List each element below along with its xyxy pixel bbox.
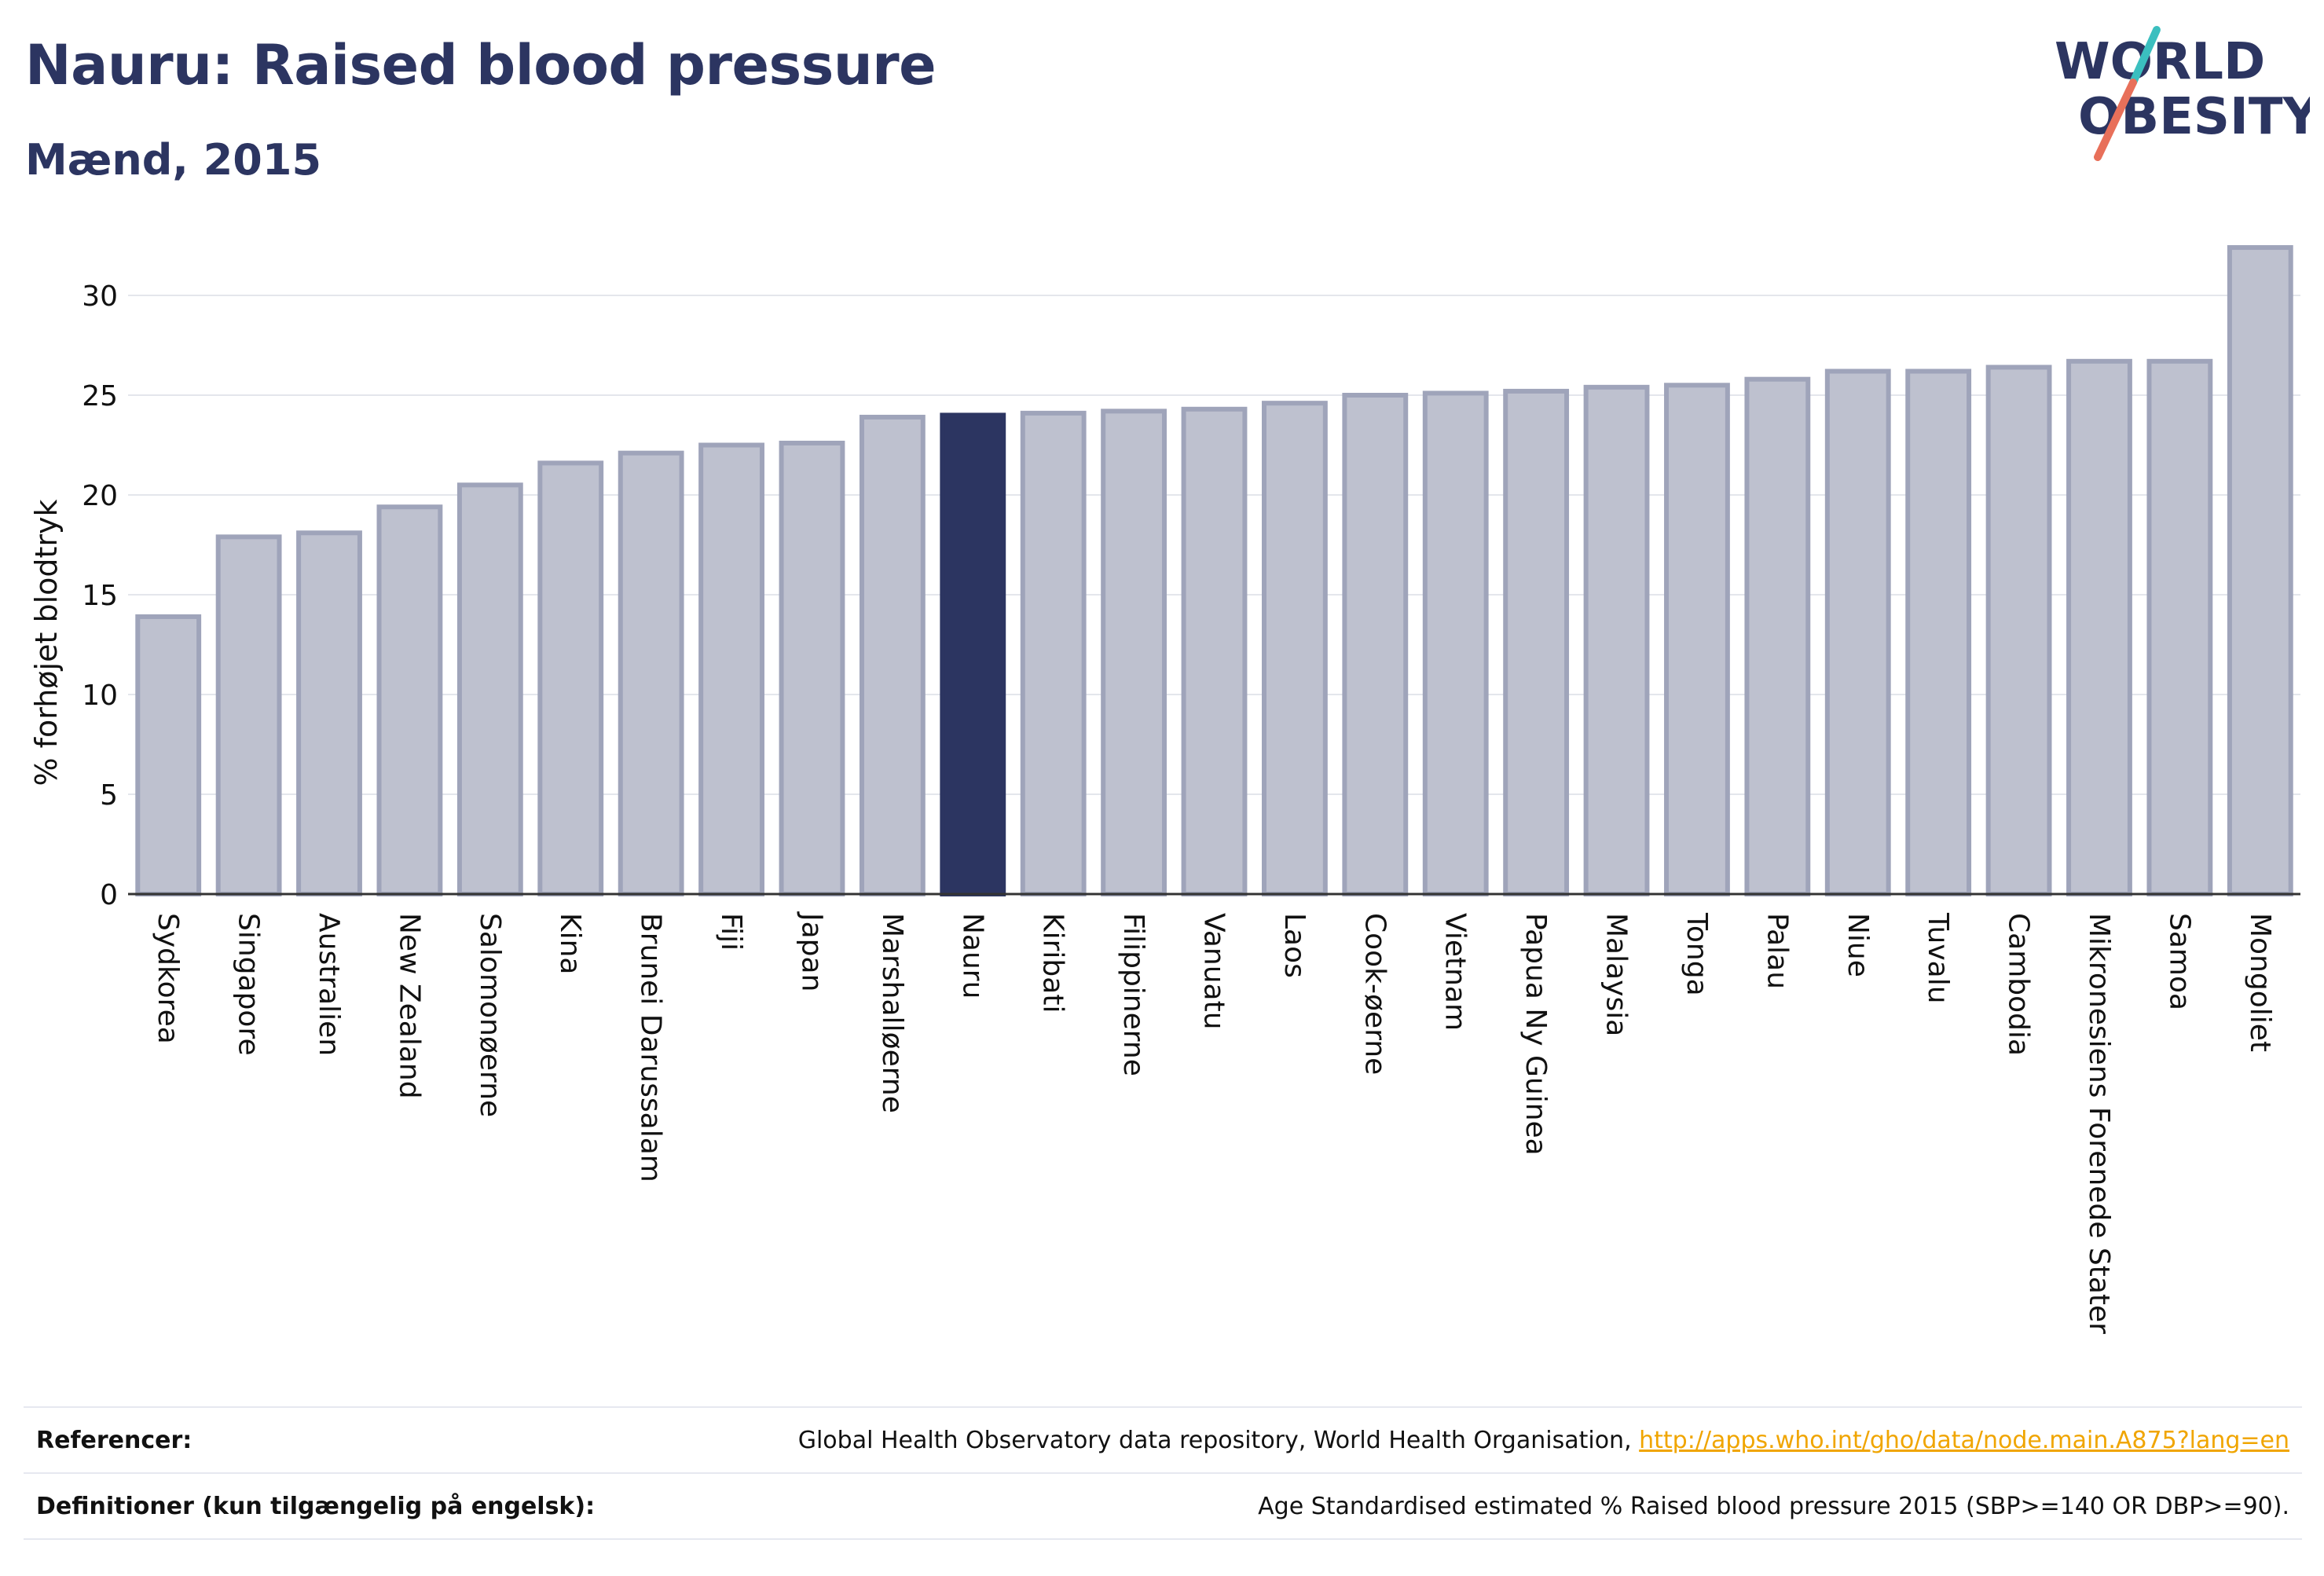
y-tick-label: 5 [100, 779, 118, 812]
bar-palau[interactable] [1744, 376, 1811, 896]
bar-mikronesiens-forenede-stater[interactable] [2066, 358, 2132, 896]
y-tick-label: 30 [82, 280, 118, 313]
bar-cambodia[interactable] [1985, 365, 2052, 896]
axis-layer: 0 5 10 15 20 25 30 Sydkorea Singapore Australien N… [82, 280, 2300, 1334]
references-text: Global Health Observatory data repositor… [797, 1426, 1640, 1454]
x-tick-label: Tuvalu [1922, 912, 1954, 1004]
bar-niue[interactable] [1824, 368, 1891, 896]
definitions-label: Definitioner (kun tilgængelig på engelsk… [36, 1492, 596, 1520]
x-tick-label: Vanuatu [1198, 913, 1230, 1030]
x-tick-label: Nauru [956, 913, 988, 999]
logo-line1: WORLD [2055, 33, 2265, 91]
x-tick-label: New Zealand [393, 913, 425, 1099]
world-obesity-logo: WORLD OBESITY [2055, 26, 2310, 161]
x-tick-label: Singapore [233, 913, 265, 1056]
bar-tonga[interactable] [1664, 383, 1730, 896]
x-tick-label: Laos [1278, 913, 1310, 978]
references-source: Global Health Observatory data repositor… [798, 1427, 2289, 1454]
bar-samoa[interactable] [2146, 358, 2213, 896]
logo-slash-top [2129, 26, 2161, 86]
y-tick-label: 0 [100, 879, 118, 911]
x-tick-label: Mikronesiens Forenede Stater [2083, 913, 2115, 1334]
bar-mongoliet[interactable] [2227, 245, 2293, 897]
bar-cook-øerne[interactable] [1342, 393, 1409, 896]
y-tick-label: 20 [82, 480, 118, 512]
bar-vanuatu[interactable] [1181, 406, 1248, 896]
x-tick-label: Australien [313, 913, 345, 1056]
bar-australien[interactable] [296, 530, 362, 896]
definitions-text: Age Standardised estimated % Raised bloo… [1258, 1492, 2289, 1520]
references-label: Referencer: [36, 1426, 192, 1454]
bar-layer [135, 245, 2293, 897]
x-tick-label: Kina [554, 913, 586, 975]
y-tick-label: 25 [82, 380, 118, 412]
references-row: Referencer: Global Health Observatory da… [24, 1406, 2302, 1472]
bar-papua-ny-guinea[interactable] [1503, 388, 1570, 897]
bar-nauru[interactable] [940, 412, 1006, 896]
x-tick-label: Filippinerne [1117, 913, 1149, 1076]
bar-malaysia[interactable] [1583, 384, 1650, 896]
x-tick-label: Samoa [2163, 913, 2195, 1010]
bar-sydkorea[interactable] [135, 614, 202, 896]
bar-kina[interactable] [537, 460, 604, 896]
bar-brunei-darussalam[interactable] [618, 450, 684, 896]
x-tick-label: Malaysia [1600, 913, 1633, 1036]
x-tick-label: Brunei Darussalam [635, 913, 667, 1182]
x-tick-label: Tonga [1681, 912, 1713, 996]
bar-fiji[interactable] [698, 442, 764, 896]
bar-filippinerne[interactable] [1101, 409, 1167, 896]
bar-japan[interactable] [779, 440, 845, 896]
bar-vietnam[interactable] [1422, 390, 1489, 896]
x-tick-label: Marshalløerne [876, 913, 908, 1113]
x-tick-label: Sydkorea [152, 913, 184, 1044]
references-link[interactable]: http://apps.who.int/gho/data/node.main.A… [1639, 1426, 2289, 1454]
x-tick-label: Japan [795, 911, 827, 991]
x-tick-label: Cook-øerne [1358, 913, 1391, 1075]
bar-laos[interactable] [1261, 401, 1328, 896]
bar-singapore[interactable] [215, 534, 282, 897]
y-tick-label: 10 [82, 680, 118, 712]
x-tick-label: Niue [1842, 913, 1874, 977]
bar-kiribati[interactable] [1020, 410, 1087, 896]
x-tick-label: Vietnam [1439, 913, 1472, 1031]
bar-chart: 0 5 10 15 20 25 30 Sydkorea Singapore Australien N… [29, 245, 2300, 1334]
x-tick-label: Cambodia [2003, 913, 2035, 1056]
x-tick-label: Mongoliet [2244, 913, 2276, 1052]
chart-subtitle: Mænd, 2015 [25, 135, 322, 185]
y-axis-label: % forhøjet blodtryk [29, 499, 64, 786]
x-tick-label: Papua Ny Guinea [1519, 913, 1552, 1156]
y-tick-label: 15 [82, 580, 118, 612]
definitions-row: Definitioner (kun tilgængelig på engelsk… [24, 1472, 2302, 1540]
x-tick-label: Kiribati [1037, 913, 1069, 1013]
chart-title: Nauru: Raised blood pressure [25, 33, 937, 97]
x-tick-label: Fiji [715, 913, 747, 951]
references-panel: Referencer: Global Health Observatory da… [24, 1406, 2302, 1540]
bar-marshalløerne[interactable] [859, 414, 926, 896]
logo-slash-bottom [2094, 79, 2137, 161]
x-tick-label: Salomonøerne [474, 913, 506, 1117]
bar-salomonøerne[interactable] [456, 482, 523, 896]
x-tick-label: Palau [1761, 913, 1793, 989]
bar-tuvalu[interactable] [1905, 368, 1972, 896]
bar-new-zealand[interactable] [376, 504, 443, 896]
